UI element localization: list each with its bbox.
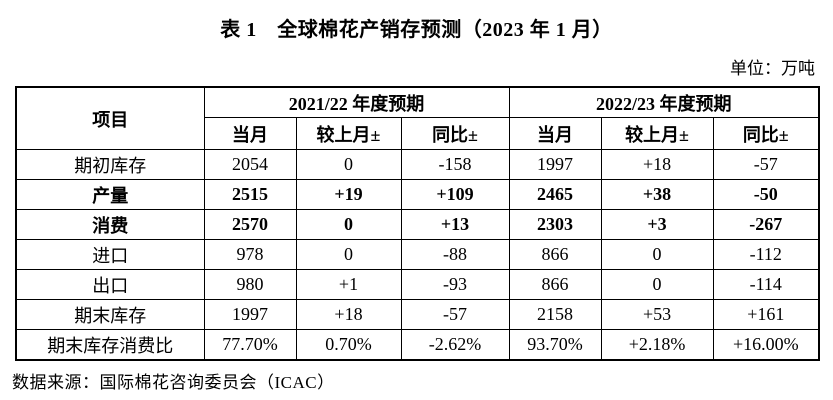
row-label: 期末库存消费比: [15, 329, 205, 361]
header-group-row: 项目 2021/22 年度预期 2022/23 年度预期: [15, 86, 820, 150]
cell-value: +161: [712, 299, 820, 330]
cell-value: 77.70%: [203, 329, 297, 361]
col-group-2022-23: 2022/23 年度预期: [508, 86, 820, 118]
cell-value: 1997: [203, 299, 297, 330]
cell-value: -50: [712, 179, 820, 210]
cell-value: 0: [295, 239, 402, 270]
table-row: 期末库存 1997 +18 -57 2158 +53 +161: [15, 299, 820, 330]
cell-value: -112: [712, 239, 820, 270]
table-row: 出口 980 +1 -93 866 0 -114: [15, 269, 820, 300]
col-header-yoy-2: 同比±: [712, 117, 820, 150]
col-header-current-month-1: 当月: [203, 117, 297, 150]
cell-value: +2.18%: [600, 329, 714, 361]
cell-value: -57: [400, 299, 510, 330]
cell-value: -57: [712, 149, 820, 180]
cell-value: 2465: [508, 179, 602, 210]
cell-value: 2303: [508, 209, 602, 240]
cell-value: -88: [400, 239, 510, 270]
cell-value: 2054: [203, 149, 297, 180]
cell-value: +3: [600, 209, 714, 240]
row-label: 期初库存: [15, 149, 205, 180]
cell-value: 0.70%: [295, 329, 402, 361]
col-header-vs-last-month-1: 较上月±: [295, 117, 402, 150]
cell-value: +18: [295, 299, 402, 330]
row-label: 出口: [15, 269, 205, 300]
cell-value: +16.00%: [712, 329, 820, 361]
col-group-2021-22: 2021/22 年度预期: [203, 86, 510, 118]
cell-value: +38: [600, 179, 714, 210]
cell-value: 980: [203, 269, 297, 300]
table-row: 期初库存 2054 0 -158 1997 +18 -57: [15, 149, 820, 180]
cell-value: 0: [600, 239, 714, 270]
cell-value: -158: [400, 149, 510, 180]
header-sub-row: 当月 较上月± 同比± 当月 较上月± 同比±: [16, 117, 820, 150]
cell-value: +53: [600, 299, 714, 330]
cell-value: 2515: [203, 179, 297, 210]
row-label: 产量: [15, 179, 205, 210]
page-title: 表 1 全球棉花产销存预测（2023 年 1 月）: [220, 19, 613, 41]
cell-value: 978: [203, 239, 297, 270]
cell-value: 2158: [508, 299, 602, 330]
cell-value: -114: [712, 269, 820, 300]
cell-value: 0: [600, 269, 714, 300]
cell-value: +18: [600, 149, 714, 180]
data-source: 数据来源：国际棉花咨询委员会（ICAC）: [12, 373, 335, 392]
cotton-forecast-table: 项目 2021/22 年度预期 2022/23 年度预期 当月 较上月± 同比±…: [15, 86, 821, 361]
cell-value: +109: [400, 179, 510, 210]
row-label: 进口: [15, 239, 205, 270]
table-row: 进口 978 0 -88 866 0 -112: [15, 239, 820, 270]
cell-value: 1997: [508, 149, 602, 180]
col-header-vs-last-month-2: 较上月±: [600, 117, 714, 150]
cell-value: -93: [400, 269, 510, 300]
cell-value: 0: [295, 209, 402, 240]
col-header-yoy-1: 同比±: [400, 117, 510, 150]
row-label: 消费: [15, 209, 205, 240]
row-label: 期末库存: [15, 299, 205, 330]
cell-value: +19: [295, 179, 402, 210]
col-header-current-month-2: 当月: [508, 117, 602, 150]
cell-value: 2570: [203, 209, 297, 240]
cell-value: -267: [712, 209, 820, 240]
cell-value: 866: [508, 269, 602, 300]
table-row: 期末库存消费比 77.70% 0.70% -2.62% 93.70% +2.18…: [15, 329, 820, 361]
cell-value: 0: [295, 149, 402, 180]
table-row: 产量 2515 +19 +109 2465 +38 -50: [15, 179, 820, 210]
cell-value: 866: [508, 239, 602, 270]
col-header-item: 项目: [15, 86, 205, 150]
cell-value: -2.62%: [400, 329, 510, 361]
cell-value: +1: [295, 269, 402, 300]
table-row: 消费 2570 0 +13 2303 +3 -267: [15, 209, 820, 240]
cell-value: +13: [400, 209, 510, 240]
unit-label: 单位：万吨: [730, 59, 815, 78]
cell-value: 93.70%: [508, 329, 602, 361]
